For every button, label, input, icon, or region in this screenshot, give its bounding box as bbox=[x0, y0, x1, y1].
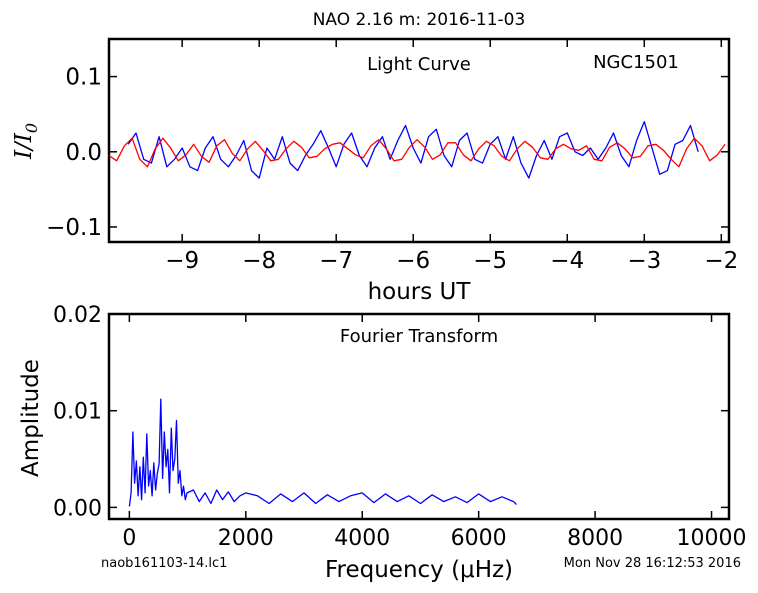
lc-xtick-label: −4 bbox=[550, 248, 584, 274]
light-curve-ylabel: I/I0 bbox=[11, 123, 41, 160]
fourier-panel: Fourier Transform 0 2000 4000 6000 8000 10000… bbox=[18, 303, 747, 583]
ft-series-line-0 bbox=[128, 398, 517, 507]
lc-series-line-1 bbox=[108, 137, 726, 168]
lc-xtick-label: −6 bbox=[396, 248, 430, 274]
figure-title: NAO 2.16 m: 2016-11-03 bbox=[313, 10, 526, 30]
lc-xtick-label: −2 bbox=[704, 248, 738, 274]
lc-xtick-label: −9 bbox=[165, 248, 199, 274]
ft-xtick-label: 0 bbox=[122, 526, 136, 551]
ft-xtick-label: 6000 bbox=[451, 526, 507, 551]
fourier-title: Fourier Transform bbox=[340, 326, 498, 347]
fourier-series bbox=[128, 398, 517, 507]
light-curve-series bbox=[108, 121, 726, 179]
lc-xtick-label: −3 bbox=[627, 248, 661, 274]
footer-timestamp: Mon Nov 28 16:12:53 2016 bbox=[564, 556, 741, 571]
ft-ytick-label: 0.01 bbox=[53, 400, 102, 425]
ft-ytick-label: 0.02 bbox=[53, 303, 102, 328]
fourier-ticks: 0 2000 4000 6000 8000 10000 0.02 0.01 0.00 bbox=[53, 303, 747, 551]
light-curve-ticks: −9 −8 −7 −6 −5 −4 −3 −2 0.1 0.0 −0.1 bbox=[46, 39, 738, 274]
lc-xtick-label: −5 bbox=[473, 248, 507, 274]
lc-xtick-label: −8 bbox=[242, 248, 276, 274]
fourier-frame bbox=[107, 312, 731, 521]
light-curve-panel: Light Curve NGC1501 −9 −8 −7 −6 −5 −4 −3 −2 0.1 0… bbox=[11, 37, 738, 305]
ft-xtick-label: 10000 bbox=[677, 526, 747, 551]
ft-ytick-label: 0.00 bbox=[53, 496, 102, 521]
lc-ytick-label: 0.0 bbox=[65, 140, 102, 166]
light-curve-frame bbox=[107, 37, 731, 244]
lc-xtick-label: −7 bbox=[319, 248, 353, 274]
light-curve-title: Light Curve bbox=[367, 54, 471, 75]
ft-xtick-label: 2000 bbox=[218, 526, 274, 551]
light-curve-xlabel: hours UT bbox=[368, 279, 472, 305]
ft-xtick-label: 8000 bbox=[567, 526, 623, 551]
footer-filename: naob161103-14.lc1 bbox=[101, 556, 227, 571]
lc-ytick-label: 0.1 bbox=[65, 65, 102, 91]
lc-series-line-0 bbox=[127, 121, 699, 179]
fourier-ylabel: Amplitude bbox=[18, 359, 44, 477]
ft-xtick-label: 4000 bbox=[334, 526, 390, 551]
object-annotation: NGC1501 bbox=[593, 52, 679, 73]
fourier-xlabel: Frequency (μHz) bbox=[325, 557, 513, 583]
lc-ytick-label: −0.1 bbox=[46, 215, 102, 241]
